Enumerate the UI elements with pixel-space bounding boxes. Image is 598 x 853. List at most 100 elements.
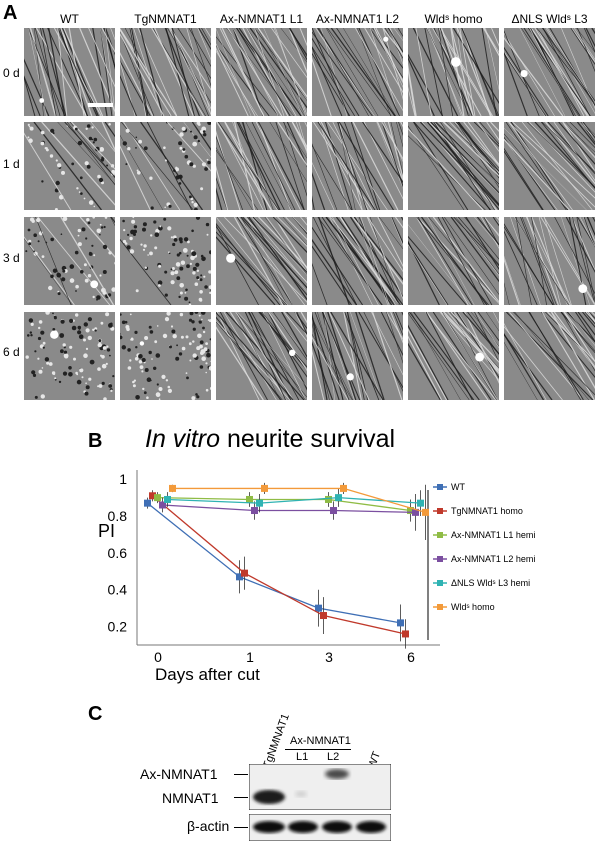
- data-point: [236, 573, 243, 581]
- data-point: [330, 507, 337, 515]
- micrograph-tgnmnat1-0d: [120, 28, 211, 116]
- data-point: [325, 495, 332, 503]
- panel-a-letter: A: [3, 2, 18, 24]
- legend-label: Ax-NMNAT1 L1 hemi: [451, 530, 535, 540]
- data-point: [154, 494, 161, 502]
- data-point: [144, 499, 151, 507]
- micrograph-dnls-wlds-l3-3d: [504, 217, 595, 305]
- data-point: [402, 630, 409, 638]
- actin-band-tgnmnat1: [253, 821, 285, 833]
- column-label-ax-l1: Ax-NMNAT1 L1: [219, 12, 304, 26]
- data-point: [340, 484, 347, 492]
- micrograph-wt-1d: [24, 122, 115, 210]
- band-label-beta-actin: β-actin: [187, 818, 230, 834]
- data-point: [422, 508, 429, 516]
- band-tick-nmnat1: [234, 797, 248, 798]
- micrograph-ax-l2-0d: [312, 28, 403, 116]
- series-line: [147, 502, 401, 624]
- micrograph-wlds-homo-6d: [408, 312, 499, 400]
- band-label-ax-nmnat1: Ax-NMNAT1: [140, 766, 218, 782]
- data-point: [315, 604, 322, 612]
- legend-label: ΔNLS Wldˢ L3 hemi: [451, 578, 530, 588]
- column-label-dnls-wlds-l3: ΔNLS Wldˢ L3: [511, 12, 588, 26]
- chart-title-rest: neurite survival: [220, 425, 396, 453]
- band-l2-ax-nmnat1: [325, 769, 349, 779]
- chart-title: In vitro neurite survival: [145, 425, 395, 454]
- y-tick-label: 0.4: [108, 582, 128, 598]
- data-point: [159, 501, 166, 509]
- y-tick-label: 0.8: [108, 508, 128, 524]
- data-point: [149, 492, 156, 500]
- lane-label-l2: L2: [327, 751, 340, 763]
- actin-band-l1: [288, 821, 318, 833]
- micrograph-dnls-wlds-l3-6d: [504, 312, 595, 400]
- micrograph-wlds-homo-1d: [408, 122, 499, 210]
- data-point: [335, 494, 342, 502]
- micrograph-tgnmnat1-1d: [120, 122, 211, 210]
- legend-swatch-marker: [437, 484, 443, 490]
- micrograph-wt-0d: [24, 28, 115, 116]
- panel-c-letter: C: [88, 703, 103, 725]
- western-blot-actin: [249, 814, 391, 841]
- micrograph-ax-l1-6d: [216, 312, 307, 400]
- y-tick-label: 0.6: [108, 545, 128, 561]
- lane-label-tgnmnat1: TgNMNAT1: [261, 712, 292, 771]
- x-tick-label: 6: [407, 649, 415, 665]
- column-label-tgnmnat1: TgNMNAT1: [134, 12, 197, 26]
- band-label-nmnat1: NMNAT1: [162, 790, 219, 806]
- series-line: [162, 504, 416, 514]
- y-tick-label: 0.2: [108, 619, 128, 635]
- row-label-1d: 1 d: [3, 157, 20, 171]
- lane-label-l1: L1: [296, 751, 309, 763]
- band-tick-ax-nmnat1: [234, 774, 248, 775]
- chart-title-italic: In vitro: [145, 425, 221, 453]
- legend-label: WT: [451, 482, 465, 492]
- survival-line-chart: 0.2 0.4 0.6 0.8 1 0 1 3 6 PI Days after cut WT TgNMN…: [98, 470, 535, 684]
- micrograph-dnls-wlds-l3-1d: [504, 122, 595, 210]
- x-axis-label: Days after cut: [155, 665, 260, 684]
- x-tick-label: 3: [325, 649, 333, 665]
- micrograph-ax-l2-6d: [312, 312, 403, 400]
- data-point: [412, 508, 419, 516]
- data-point: [417, 499, 424, 507]
- micrograph-tgnmnat1-3d: [120, 217, 211, 305]
- x-tick-label: 1: [246, 649, 254, 665]
- micrograph-ax-l1-3d: [216, 217, 307, 305]
- row-label-0d: 0 d: [3, 66, 20, 80]
- group-label-ax-nmnat1: Ax-NMNAT1: [290, 735, 351, 747]
- column-label-ax-l2: Ax-NMNAT1 L2: [315, 12, 400, 26]
- data-point: [397, 619, 404, 627]
- data-point: [169, 484, 176, 492]
- data-point: [241, 569, 248, 577]
- row-label-6d: 6 d: [3, 345, 20, 359]
- x-tick-label: 0: [154, 649, 162, 665]
- micrograph-ax-l2-3d: [312, 217, 403, 305]
- data-point: [251, 507, 258, 515]
- y-tick-label: 1: [119, 471, 127, 487]
- group-bracket-line: [285, 749, 351, 750]
- data-point: [164, 495, 171, 503]
- micrograph-tgnmnat1-6d: [120, 312, 211, 400]
- legend-swatch-marker: [437, 604, 443, 610]
- panel-b-letter: B: [88, 430, 103, 452]
- row-label-3d: 3 d: [3, 251, 20, 265]
- legend-swatch-marker: [437, 556, 443, 562]
- legend-label: Ax-NMNAT1 L2 hemi: [451, 554, 535, 564]
- legend-swatch-marker: [437, 508, 443, 514]
- data-point: [320, 612, 327, 620]
- column-label-wlds-homo: Wldˢ homo: [424, 12, 483, 26]
- band-l1-faint: [295, 791, 307, 797]
- data-point: [407, 507, 414, 515]
- y-axis-label: PI: [98, 521, 115, 541]
- data-point: [261, 484, 268, 492]
- legend-swatch-marker: [437, 532, 443, 538]
- western-blot-upper: [249, 764, 391, 810]
- data-point: [246, 495, 253, 503]
- band-tick-beta-actin: [234, 827, 248, 828]
- actin-band-l2: [322, 821, 352, 833]
- micrograph-ax-l1-1d: [216, 122, 307, 210]
- micrograph-dnls-wlds-l3-0d: [504, 28, 595, 116]
- band-tgnmnat1-nmnat1: [253, 790, 285, 804]
- series-line: [157, 496, 411, 512]
- micrograph-ax-l1-0d: [216, 28, 307, 116]
